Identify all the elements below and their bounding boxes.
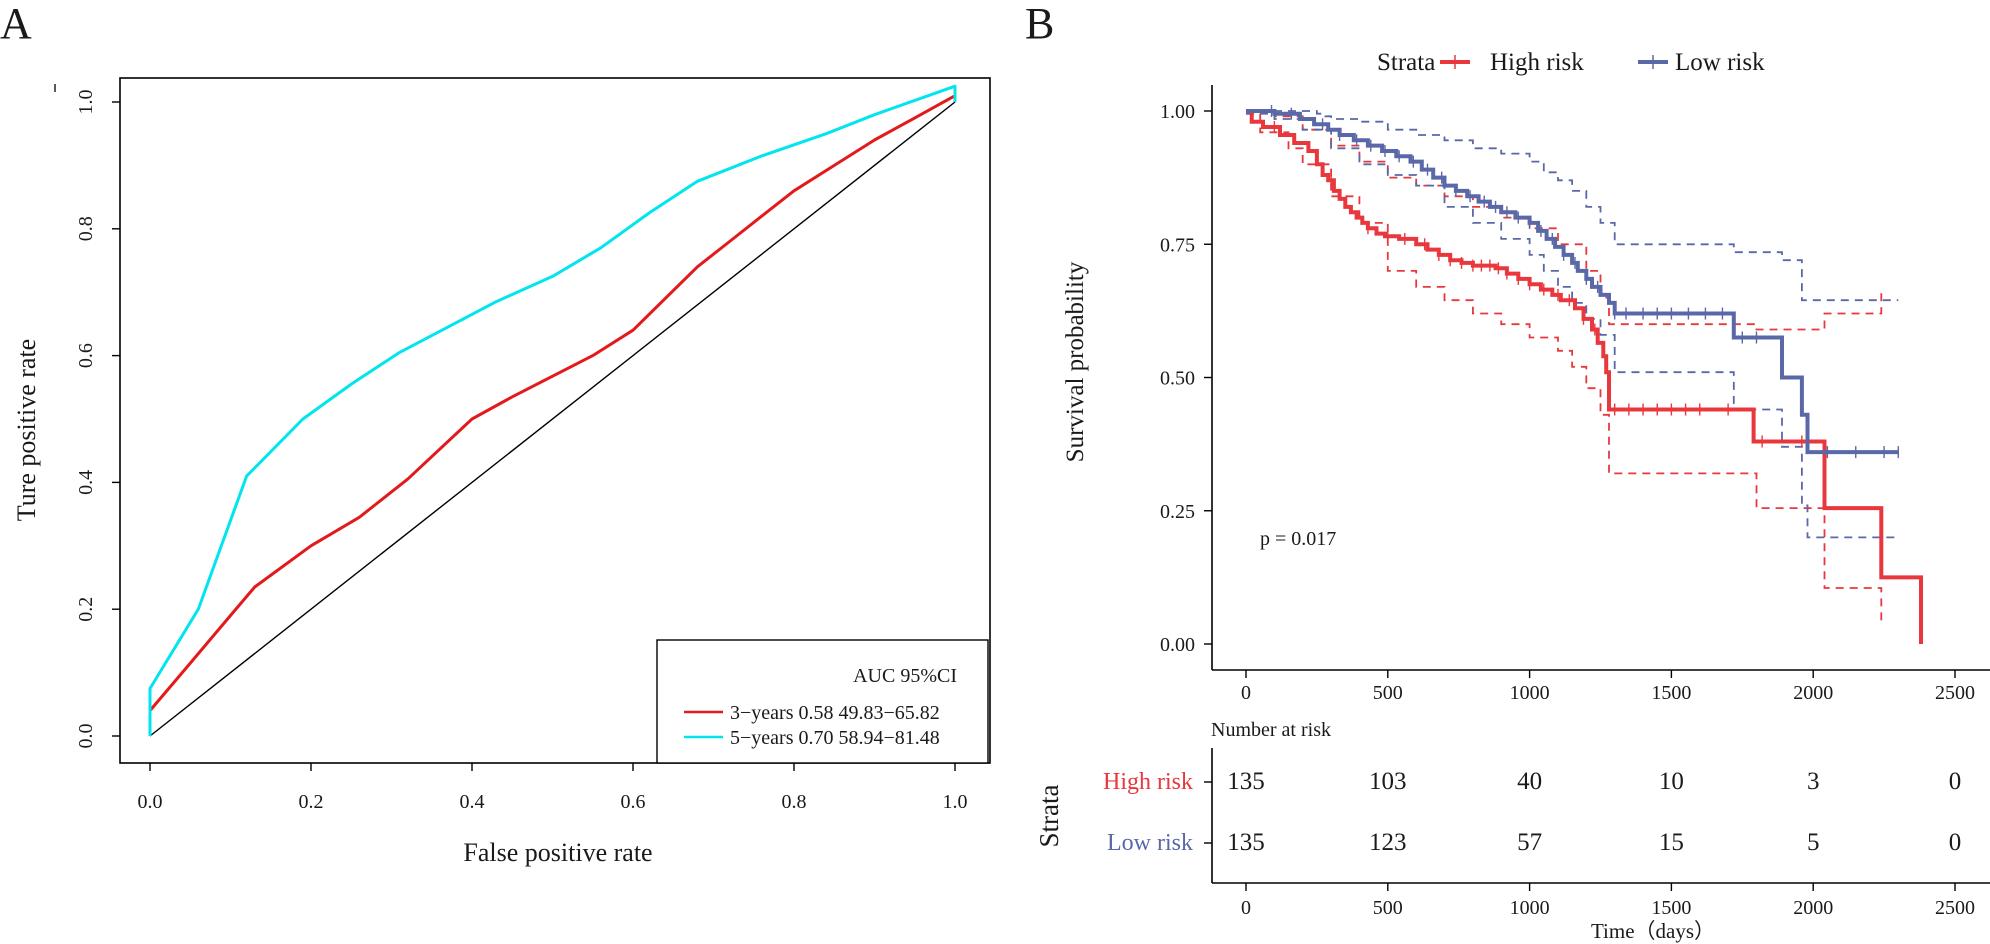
risk-table-x-tick-label-2: 1000 [1510,897,1550,919]
risk-table-x-tick-label-4: 2000 [1793,897,1833,919]
panel-a: A 0.0 0.2 0.4 0.6 0.8 1.0 0.00.20.40.60.81.0 … [0,0,991,867]
risk-table-cell-low-risk-5: 0 [1949,829,1962,856]
km-survival-curves [1246,109,1923,644]
risk-table-cell-low-risk-4: 5 [1807,829,1820,856]
km-lower-ci-low-risk [1246,112,1899,539]
km-x-tick-label-1: 500 [1373,682,1403,704]
roc-y-tick-label-2: 0.4 [75,470,97,495]
roc-x-tick-label-0: 0.0 [138,791,163,813]
risk-table-cell-low-risk-2: 57 [1517,829,1542,856]
risk-table-cell-high-risk-3: 10 [1659,768,1684,795]
km-x-tick-label-3: 1500 [1651,682,1691,704]
km-curve-low-risk [1246,109,1899,455]
roc-legend-entry-3-years: 3−years 0.58 49.83−65.82 [730,702,940,724]
km-y-axis-title: Survival probability [1062,261,1089,462]
roc-x-tick-label-3: 0.6 [621,791,646,813]
roc-legend: AUC 95%CI 3−years 0.58 49.83−65.82 5−yea… [656,639,989,764]
risk-table-cell-high-risk-0: 135 [1227,768,1265,795]
roc-y-tick-label-5: 1.0 [75,90,97,115]
risk-table-x-tick-label-0: 0 [1241,897,1251,919]
risk-table-cell-high-risk-1: 103 [1369,768,1407,795]
risk-table-x-axis-title: Time（days） [1591,919,1715,943]
risk-table-cell-low-risk-1: 123 [1369,829,1407,856]
km-legend-entry-low-risk: Low risk [1675,49,1765,76]
roc-y-tick-label-4: 0.8 [75,216,97,241]
roc-x-tick-label-5: 1.0 [943,791,968,813]
risk-table-x-tick-label-3: 1500 [1651,897,1691,919]
risk-table-cell-low-risk-0: 135 [1227,829,1265,856]
risk-table-x-tick-label-5: 2500 [1935,897,1975,919]
risk-table-cell-high-risk-4: 3 [1807,768,1820,795]
roc-legend-title: AUC 95%CI [853,665,957,687]
roc-legend-box [656,639,989,764]
roc-x-tick-label-1: 0.2 [299,791,324,813]
roc-y-axis: 0.0 0.2 0.4 0.6 0.8 1.0 [75,90,120,749]
km-confidence-bands [1246,110,1899,623]
roc-reference-diagonal [149,101,956,737]
roc-x-tick-label-2: 0.4 [460,791,485,813]
km-y-tick-label-2: 0.50 [1160,368,1195,390]
panel-b: B Strata High risk Low risk Survival pro… [1025,0,1990,943]
roc-y-axis-title: Ture positive rate [12,339,41,521]
km-legend: Strata High risk Low risk [1377,49,1765,76]
risk-table-cell-high-risk-2: 40 [1517,768,1542,795]
km-x-tick-label-4: 2000 [1793,682,1833,704]
km-p-value: p = 0.017 [1260,528,1336,550]
roc-y-tick-label-1: 0.2 [75,597,97,622]
km-censor-marks [1270,105,1899,459]
km-upper-ci-low-risk [1246,110,1899,302]
risk-table-x-tick-label-1: 500 [1373,897,1403,919]
km-lower-ci-high-risk [1246,112,1883,623]
km-y-tick-label-1: 0.25 [1160,501,1195,523]
risk-table-cell-low-risk-3: 15 [1659,829,1684,856]
km-legend-title: Strata [1377,49,1435,76]
km-legend-entry-high-risk: High risk [1490,49,1584,76]
km-upper-ci-high-risk [1246,110,1883,331]
roc-x-tick-label-4: 0.8 [782,791,807,813]
km-curve-high-risk [1246,109,1923,644]
roc-y-tick-label-0: 0.0 [75,724,97,749]
km-axes: 0.00 0.25 0.50 0.75 1.00 0 500 1000 1500 2000 2500 [1160,85,1990,704]
panel-b-label: B [1025,0,1054,48]
roc-legend-entry-5-years: 5−years 0.70 58.94−81.48 [730,727,940,749]
risk-table-title: Number at risk [1211,719,1331,741]
km-x-tick-label-5: 2500 [1935,682,1975,704]
risk-table-cell-high-risk-5: 0 [1949,768,1962,795]
risk-table-row-label-high-risk: High risk [1103,769,1193,795]
roc-x-axis: 0.0 0.2 0.4 0.6 0.8 1.0 [138,763,968,813]
roc-curve-3-years [148,94,956,730]
km-y-tick-label-3: 0.75 [1160,234,1195,256]
km-y-tick-label-4: 1.00 [1160,101,1195,123]
risk-table: Number at risk Strata 0 500 1000 1500 2000 25… [1034,719,1990,943]
roc-y-tick-label-3: 0.6 [75,343,97,368]
roc-x-axis-title: False positive rate [463,838,652,867]
roc-plot-frame [119,77,991,764]
risk-table-axes: 0 500 1000 1500 2000 2500 [1204,748,1990,919]
km-x-tick-label-0: 0 [1241,682,1251,704]
km-y-tick-label-0: 0.00 [1160,634,1195,656]
km-x-tick-label-2: 1000 [1510,682,1550,704]
roc-curve-5-years [148,84,957,736]
risk-table-row-label-low-risk: Low risk [1107,830,1193,856]
roc-curves [148,84,957,737]
panel-a-label: A [0,0,32,48]
risk-table-strata-title: Strata [1034,784,1064,847]
